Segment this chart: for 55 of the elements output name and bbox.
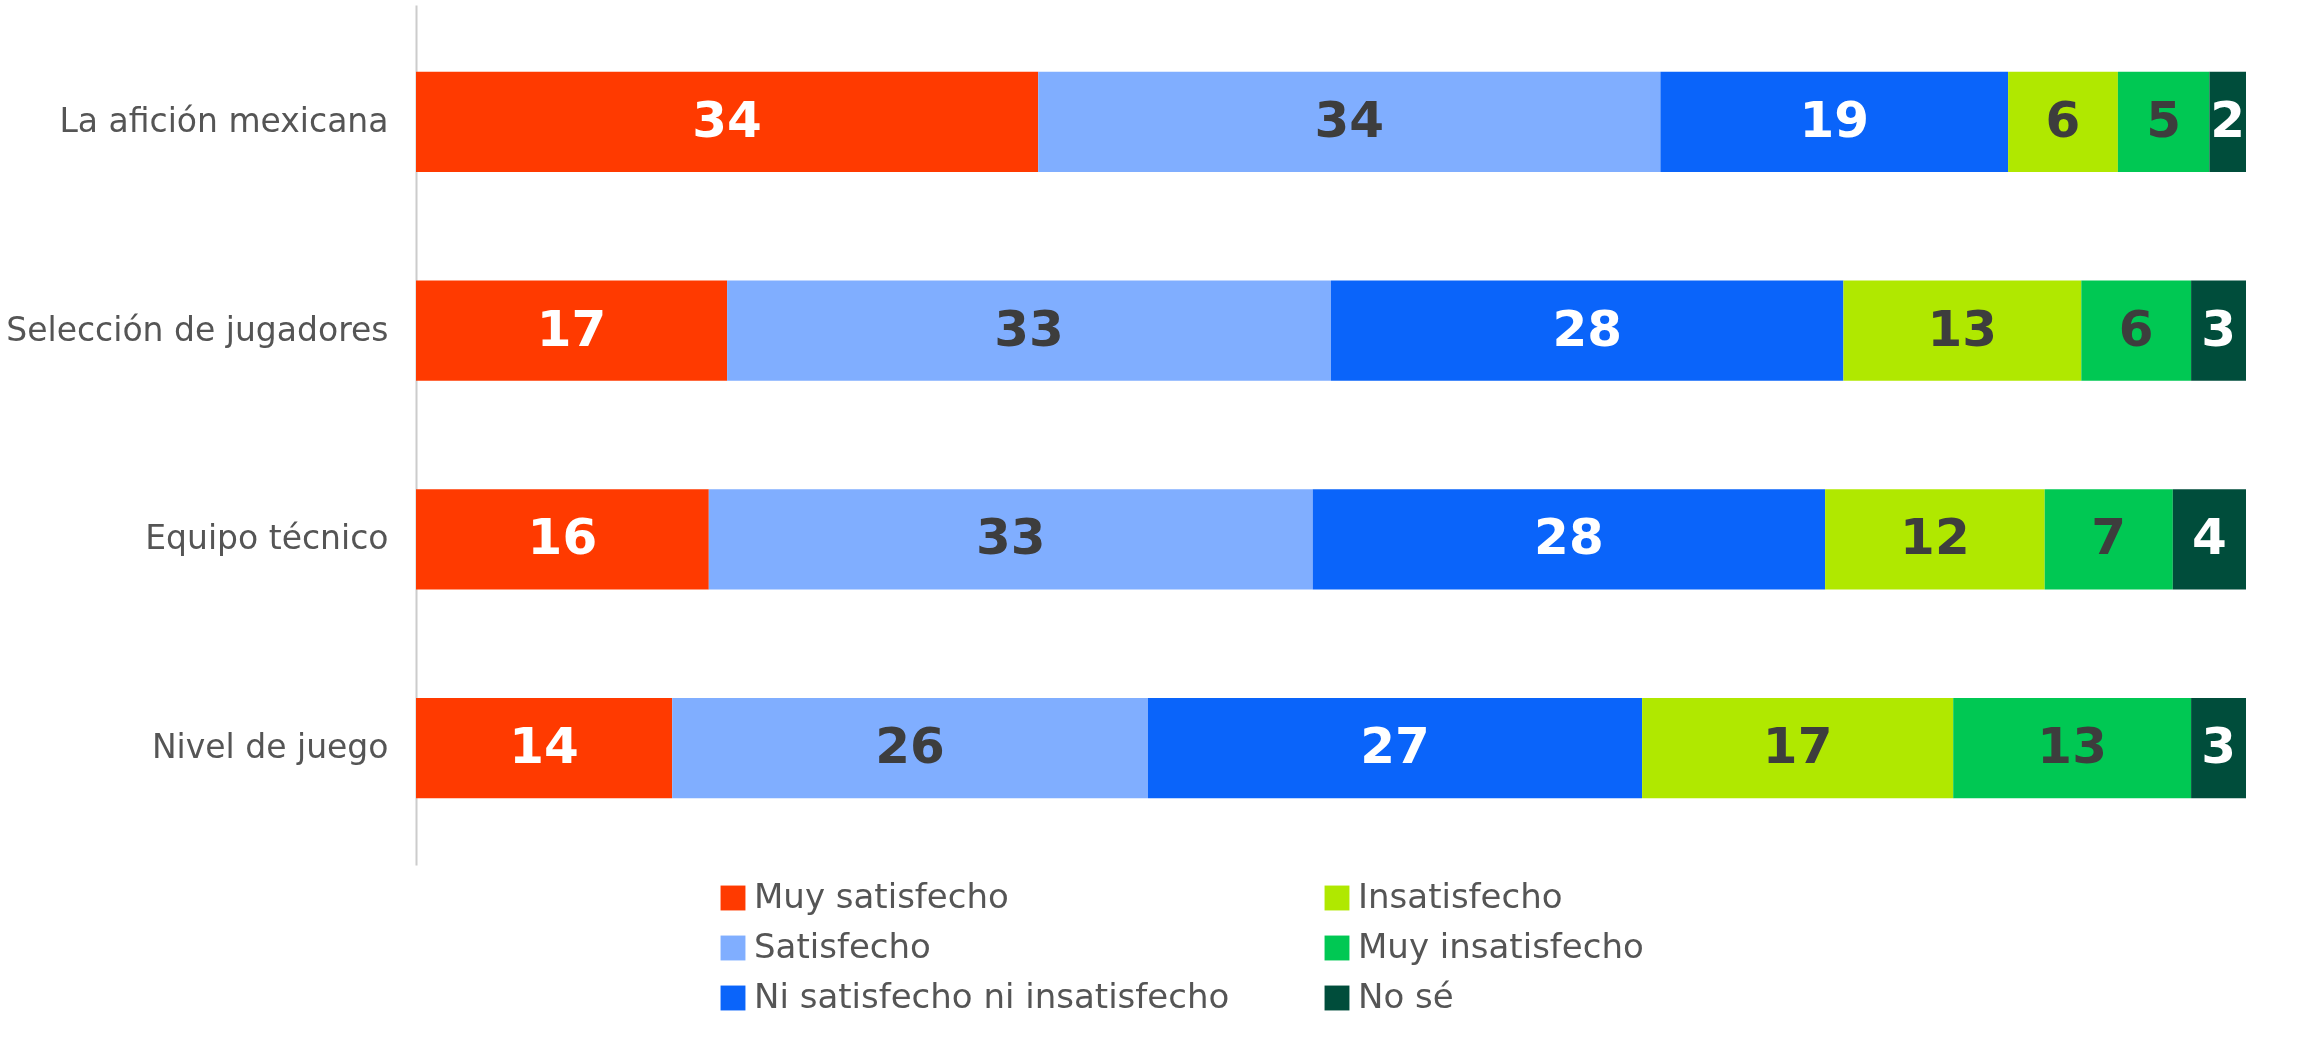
legend-label: Ni satisfecho ni insatisfecho [754,976,1230,1016]
bar [416,489,709,590]
bar [1312,489,1826,590]
data-label: 26 [875,717,945,776]
legend-label: Insatisfecho [1358,876,1563,916]
y-tick-label: Nivel de juego [151,727,389,767]
legend-label: Satisfecho [754,926,931,966]
data-label: 5 [2146,90,2182,149]
data-label: 3 [2201,299,2236,358]
data-label: 27 [1360,717,1430,776]
data-label: 19 [1799,90,1870,149]
bar [416,71,1039,172]
data-label: 17 [1762,717,1833,776]
data-label: 2 [2210,90,2246,149]
data-label: 6 [2045,90,2081,149]
y-tick-label: Selección de jugadores [6,309,389,349]
bar [416,698,673,799]
data-label: 12 [1900,508,1970,567]
bar [2081,280,2192,381]
bar [672,698,1148,799]
bar [1331,280,1844,381]
legend-label: Muy insatisfecho [1358,926,1644,966]
bar [1642,698,1954,799]
y-tick-label: Equipo técnico [145,518,389,558]
data-label: 28 [1552,299,1622,358]
bar [416,280,728,381]
data-label: 28 [1534,508,1604,567]
data-label: 13 [1927,299,1998,358]
bar [1843,280,2082,381]
data-label: 34 [692,90,762,149]
bar [2008,71,2118,172]
data-label: 14 [509,717,579,776]
data-label: 33 [975,508,1046,567]
data-label: 16 [527,508,598,567]
legend-label: No sé [1358,976,1454,1016]
bar [1825,489,2045,590]
data-label: 3 [2201,717,2236,776]
bar [2117,71,2210,172]
bar [1660,71,2009,172]
bar [1953,698,2192,799]
bar [2172,489,2246,590]
data-label: 33 [994,299,1064,358]
data-label: 4 [2192,508,2227,567]
data-label: 7 [2091,508,2127,567]
data-label: 34 [1314,90,1385,149]
bar [727,280,1331,381]
bar [1038,71,1661,172]
data-label: 13 [2037,717,2107,776]
bar [2044,489,2173,590]
y-tick-label: La afición mexicana [59,100,389,140]
data-label: 17 [536,299,607,358]
data-label: 6 [2118,299,2154,358]
bar [708,489,1313,590]
bar [1148,698,1643,799]
legend-label: Muy satisfecho [754,876,1009,916]
